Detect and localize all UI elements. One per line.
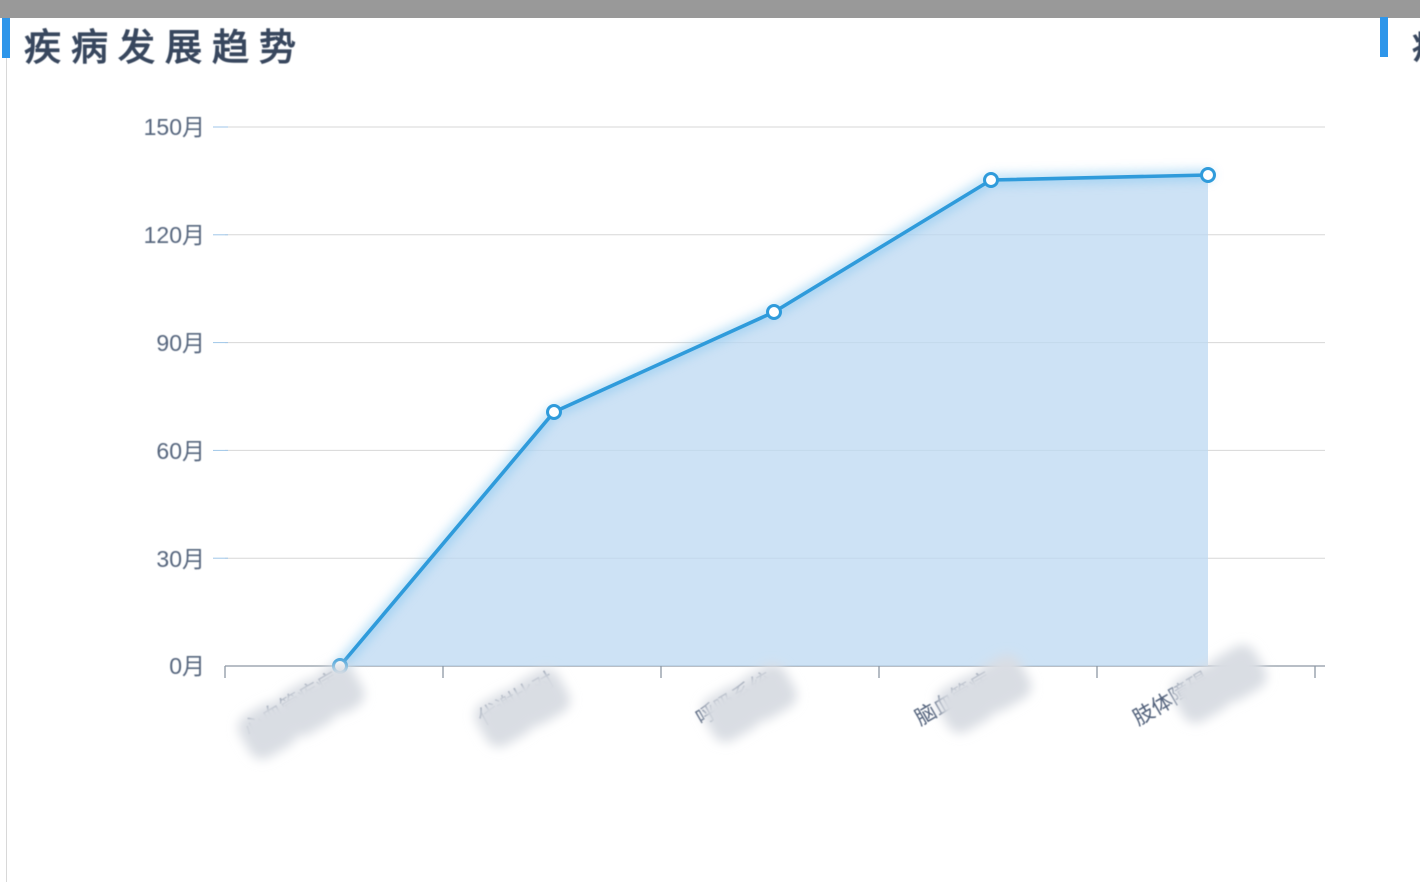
- svg-text:60月: 60月: [156, 438, 205, 464]
- svg-text:30月: 30月: [156, 546, 205, 572]
- svg-text:120月: 120月: [144, 222, 205, 248]
- svg-text:150月: 150月: [144, 114, 205, 140]
- svg-text:0月: 0月: [169, 653, 205, 679]
- svg-text:90月: 90月: [156, 330, 205, 356]
